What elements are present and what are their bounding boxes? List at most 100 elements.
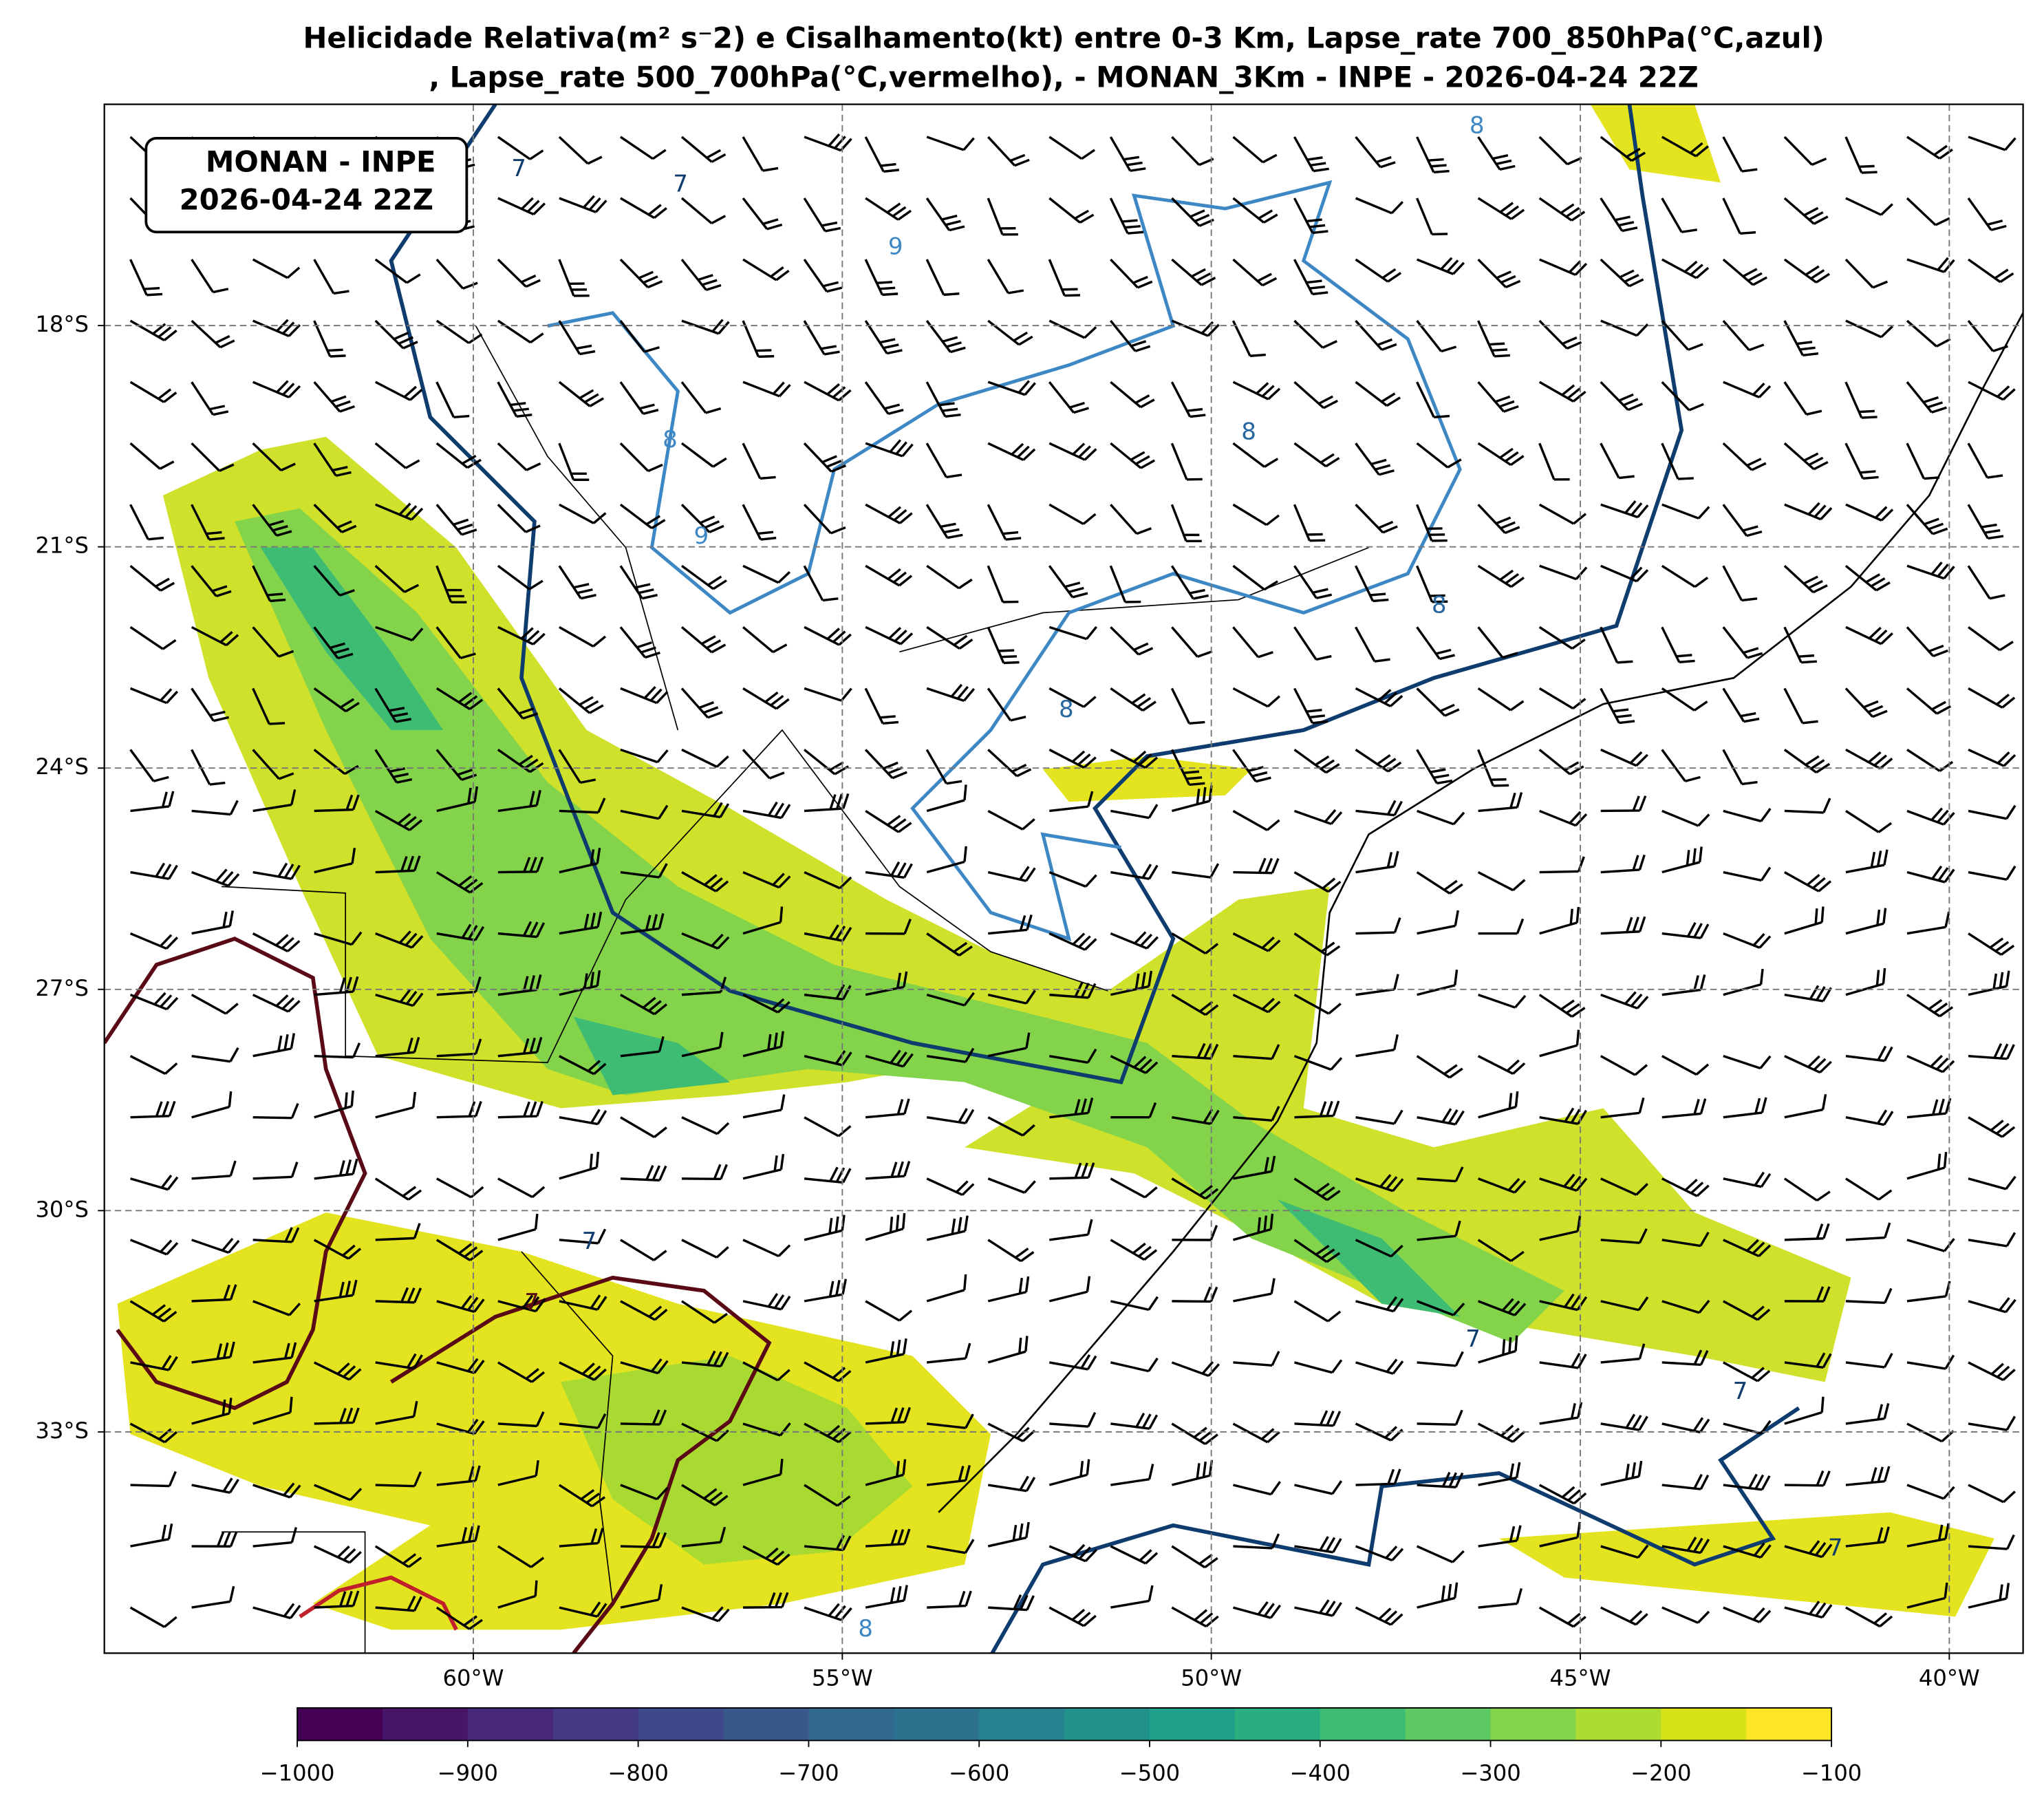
wind-barb	[436, 1418, 485, 1435]
wind-barb	[559, 1413, 607, 1429]
wind-barbs	[129, 133, 2016, 1630]
wind-barb	[1110, 931, 1159, 950]
wind-barb	[1232, 1601, 1282, 1619]
wind-barb	[129, 626, 177, 650]
wind-barb	[1783, 565, 1828, 594]
wind-barb	[313, 749, 359, 776]
wind-barb	[1048, 565, 1088, 599]
wind-barb	[1784, 1055, 1832, 1074]
wind-barb	[1477, 687, 1525, 712]
wind-barb	[1417, 1220, 1461, 1241]
wind-barb	[865, 1528, 911, 1548]
wind-barb	[987, 1336, 1029, 1364]
x-tick-label: 60°W	[443, 1665, 504, 1691]
wind-barb	[1232, 197, 1278, 224]
wind-barb	[987, 990, 1036, 1005]
wind-barb	[252, 687, 286, 725]
wind-barb	[620, 1584, 663, 1609]
wind-barb	[1722, 319, 1765, 352]
wind-barb	[1968, 1415, 2016, 1431]
wind-barb	[620, 1300, 668, 1321]
wind-barb	[1110, 1464, 1154, 1486]
wind-barb	[130, 1100, 176, 1119]
wind-barb	[1906, 994, 1954, 1018]
wind-barb	[1049, 791, 1094, 813]
wind-barb	[435, 258, 478, 290]
wind-barb	[1355, 687, 1403, 707]
wind-barb	[1784, 1223, 1830, 1241]
wind-barb	[1049, 1098, 1094, 1119]
wind-barb	[804, 793, 850, 813]
wind-barb	[1845, 1222, 1891, 1241]
wind-barb	[680, 626, 727, 654]
wind-barb	[742, 749, 785, 780]
wind-barb	[987, 1521, 1030, 1548]
wind-barb	[497, 921, 546, 939]
annotation-box	[144, 136, 469, 234]
axes: 60°W 55°W 50°W 45°W 40°W 18°S 21°S 24°S 27°S 30°S…	[35, 311, 1979, 1691]
wind-barb	[1538, 442, 1570, 481]
wind-barb	[742, 906, 784, 935]
wind-barb	[1906, 1354, 1955, 1370]
wind-barb	[1048, 1354, 1097, 1371]
x-tick-label: 55°W	[812, 1665, 873, 1691]
wind-barb	[435, 442, 482, 469]
wind-barb	[1661, 1299, 1710, 1314]
wind-barb	[436, 1465, 481, 1486]
wind-barb	[252, 565, 286, 603]
wind-barb	[558, 136, 603, 165]
wind-barb	[681, 1031, 724, 1058]
wind-barb	[620, 748, 669, 764]
wind-barb	[1232, 258, 1278, 287]
wind-barb	[1539, 906, 1580, 935]
wind-barb	[252, 1527, 298, 1548]
wind-barb	[1661, 974, 1706, 996]
wind-barb	[987, 1475, 1036, 1493]
wind-barb	[1600, 1228, 1648, 1244]
contour-label: 7	[511, 155, 526, 182]
wind-barb	[252, 749, 294, 780]
wind-barb	[1355, 442, 1395, 476]
wind-barb	[436, 1295, 485, 1314]
colorbar-swatch	[723, 1708, 810, 1741]
colorbar-tick-label: −1000	[260, 1760, 335, 1786]
wind-barb	[314, 1090, 354, 1119]
wind-barb	[1538, 197, 1586, 222]
wind-barb	[1906, 257, 1955, 273]
wind-barb	[804, 984, 852, 1001]
colorbar-swatch	[894, 1708, 980, 1741]
wind-barb	[988, 1594, 1035, 1612]
wind-barb	[742, 1031, 784, 1058]
contour-label: 8	[1432, 592, 1447, 619]
wind-barb	[375, 930, 424, 949]
wind-barb	[1600, 626, 1633, 664]
wind-barb	[252, 789, 297, 813]
wind-barb	[1906, 319, 1951, 348]
wind-barb	[1844, 381, 1878, 419]
wind-barb	[742, 320, 775, 359]
lapse-500-700-contour	[104, 937, 772, 1654]
wind-barb	[129, 564, 175, 592]
wind-barb	[1110, 504, 1152, 535]
wind-barb	[435, 1239, 484, 1261]
wind-barb	[252, 994, 301, 1013]
wind-barb	[497, 136, 544, 160]
colorbar-tick-label: −900	[438, 1760, 498, 1786]
wind-barb	[191, 800, 239, 816]
wind-barb	[804, 1484, 851, 1507]
wind-barb	[619, 320, 660, 353]
wind-barb	[559, 503, 607, 524]
wind-barb	[375, 989, 424, 1007]
wind-barb	[1783, 749, 1831, 774]
wind-barb	[1845, 748, 1893, 770]
wind-barb	[436, 976, 482, 996]
wind-barb	[743, 1592, 789, 1609]
wind-barb	[191, 687, 229, 723]
wind-barb	[1906, 626, 1948, 658]
wind-barb	[1172, 1225, 1218, 1241]
wind-barb	[252, 1396, 293, 1425]
wind-barb	[925, 381, 961, 418]
wind-barb	[1661, 749, 1701, 782]
wind-barb	[926, 1539, 975, 1554]
wind-barb	[1600, 319, 1649, 337]
